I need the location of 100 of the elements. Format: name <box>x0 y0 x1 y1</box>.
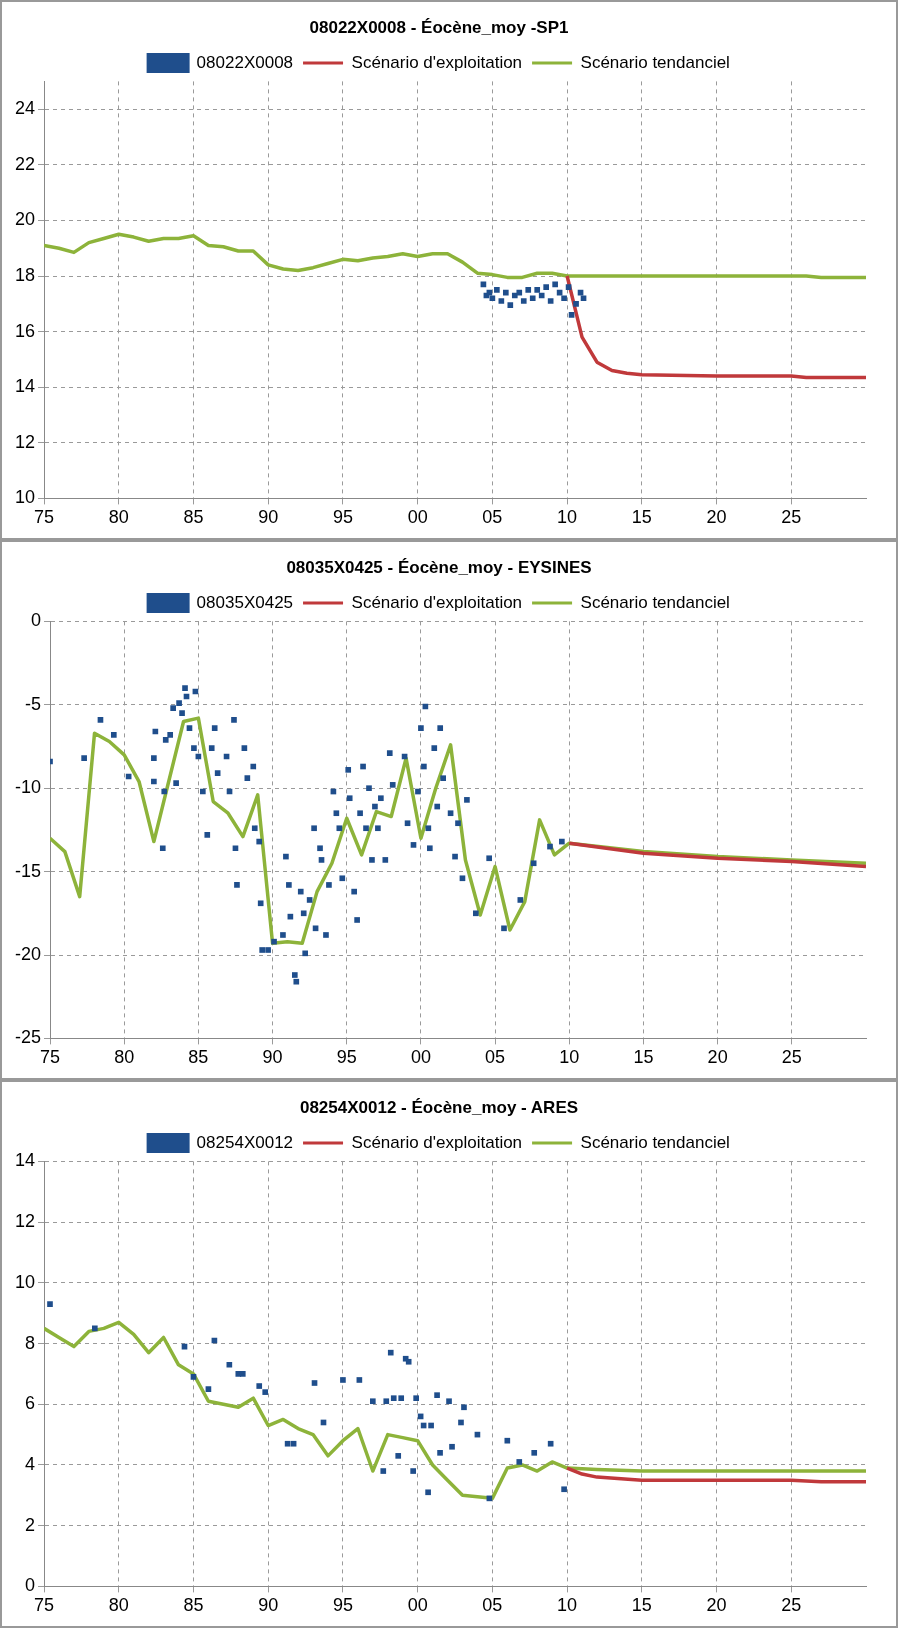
point <box>516 289 523 296</box>
point <box>437 1450 443 1456</box>
point <box>425 1489 431 1496</box>
point <box>507 302 514 309</box>
y-tick-label: 10 <box>14 1271 36 1292</box>
point <box>547 1440 554 1447</box>
point <box>531 1450 538 1456</box>
x-tick-label: 90 <box>258 1595 279 1616</box>
point <box>290 1440 297 1447</box>
y-tick-label: 16 <box>14 320 36 341</box>
point <box>565 284 572 290</box>
x-tick-label: 10 <box>557 507 578 528</box>
y-tick-label: 10 <box>14 487 36 508</box>
point <box>561 295 567 302</box>
y-tick-label: 6 <box>25 1393 36 1414</box>
point <box>398 1395 405 1402</box>
legend-label: 08254X0012 <box>196 1132 294 1152</box>
x-tick-label: 10 <box>559 1047 580 1068</box>
x-tick-label: 15 <box>633 1047 654 1068</box>
x-tick-label: 00 <box>410 1047 431 1068</box>
x-tick-label: 85 <box>183 1595 204 1616</box>
x-tick-label: 95 <box>336 1047 357 1068</box>
point <box>428 1422 434 1429</box>
point <box>383 1398 390 1405</box>
point <box>311 1380 318 1386</box>
point <box>410 1468 416 1474</box>
point <box>525 287 532 293</box>
point <box>262 1389 269 1395</box>
y-tick-label: 18 <box>14 264 36 285</box>
x-tick-label: 85 <box>183 507 204 528</box>
x-tick-label: 95 <box>332 507 353 528</box>
y-tick-label: -20 <box>15 943 42 964</box>
y-tick-label: 12 <box>14 1211 36 1232</box>
point <box>92 1325 98 1332</box>
x-tick-label: 85 <box>188 1047 209 1068</box>
chart-title: 08254X0012 - Éocène_moy - ARES <box>299 1097 579 1117</box>
x-tick-label: 75 <box>34 507 55 528</box>
point <box>573 300 579 307</box>
x-tick-label: 75 <box>40 1047 61 1068</box>
point <box>47 1301 53 1307</box>
point <box>503 289 509 296</box>
x-tick-label: 10 <box>557 1595 578 1616</box>
legend-label: Scénario tendanciel <box>580 52 730 72</box>
point <box>390 1395 397 1402</box>
legend-label: Scénario d'exploitation <box>351 52 523 72</box>
point <box>534 287 541 293</box>
point <box>516 1459 523 1465</box>
x-tick-label: 80 <box>114 1047 135 1068</box>
legend-label: Scénario d'exploitation <box>351 592 523 612</box>
legend-label: Scénario d'exploitation <box>351 1132 523 1152</box>
point <box>434 1392 440 1398</box>
chart-title: 08035X0425 - Éocène_moy - EYSINES <box>286 557 592 577</box>
point <box>340 1377 346 1383</box>
x-tick-label: 05 <box>482 507 503 528</box>
point <box>498 298 505 304</box>
y-tick-label: 24 <box>14 98 36 119</box>
x-tick-label: 00 <box>407 1595 428 1616</box>
chart-title: 08022X0008 - Éocène_moy -SP1 <box>309 17 569 37</box>
point <box>413 1395 419 1402</box>
point <box>568 312 575 318</box>
x-tick-label: 90 <box>258 507 279 528</box>
x-tick-label: 20 <box>707 1047 728 1068</box>
point <box>504 1437 511 1444</box>
legend-label: Scénario tendanciel <box>580 592 730 612</box>
point <box>543 284 549 290</box>
x-tick-label: 20 <box>706 1595 727 1616</box>
x-tick-label: 25 <box>781 507 802 528</box>
point <box>369 1398 376 1405</box>
x-tick-label: 25 <box>781 1595 802 1616</box>
legend-label: Scénario tendanciel <box>580 1132 730 1152</box>
point <box>446 1398 452 1405</box>
point <box>547 298 554 304</box>
y-tick-label: 4 <box>25 1453 36 1474</box>
point <box>284 1440 291 1447</box>
point <box>494 287 500 293</box>
x-tick-label: 15 <box>631 507 652 528</box>
point <box>556 289 563 296</box>
x-tick-label: 80 <box>108 507 129 528</box>
point <box>239 1371 246 1377</box>
point <box>387 1349 394 1356</box>
point <box>529 295 536 302</box>
point <box>449 1443 455 1450</box>
x-tick-label: 90 <box>262 1047 283 1068</box>
point <box>461 1404 467 1411</box>
point <box>356 1377 363 1383</box>
y-tick-label: -10 <box>15 777 42 798</box>
y-tick-label: 22 <box>14 153 36 174</box>
x-tick-label: 15 <box>631 1595 652 1616</box>
point <box>190 1374 197 1380</box>
x-tick-label: 75 <box>34 1595 55 1616</box>
x-tick-label: 20 <box>706 507 727 528</box>
y-tick-label: 2 <box>25 1514 36 1535</box>
point <box>458 1419 464 1426</box>
y-tick-label: 12 <box>14 431 36 452</box>
point <box>205 1386 212 1392</box>
point <box>520 298 527 304</box>
y-tick-label: 14 <box>14 376 36 397</box>
point <box>580 295 587 302</box>
y-tick-label: 14 <box>14 1150 36 1171</box>
y-tick-label: -15 <box>15 860 42 881</box>
